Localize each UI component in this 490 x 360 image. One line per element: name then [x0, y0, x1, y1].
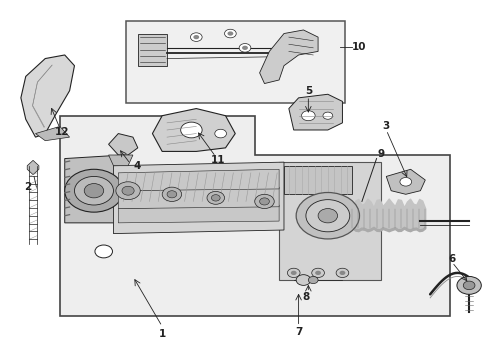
- Circle shape: [308, 276, 318, 284]
- Circle shape: [162, 187, 182, 202]
- Circle shape: [65, 169, 123, 212]
- Circle shape: [312, 268, 324, 278]
- Polygon shape: [118, 205, 279, 223]
- Text: 5: 5: [305, 86, 312, 96]
- Circle shape: [227, 31, 233, 36]
- Circle shape: [122, 186, 134, 195]
- Circle shape: [463, 281, 475, 290]
- Circle shape: [194, 35, 199, 39]
- Circle shape: [74, 176, 114, 205]
- Text: 12: 12: [55, 127, 70, 137]
- Text: 7: 7: [295, 327, 302, 337]
- Circle shape: [167, 191, 177, 198]
- Circle shape: [224, 29, 236, 38]
- Text: 2: 2: [24, 182, 32, 192]
- Circle shape: [318, 208, 338, 223]
- Text: 10: 10: [352, 42, 367, 53]
- Circle shape: [211, 195, 220, 201]
- Polygon shape: [109, 155, 133, 166]
- FancyBboxPatch shape: [125, 21, 345, 103]
- Circle shape: [315, 271, 321, 275]
- Circle shape: [296, 193, 360, 239]
- Circle shape: [215, 129, 226, 138]
- Circle shape: [207, 192, 224, 204]
- Text: 11: 11: [211, 156, 225, 165]
- Polygon shape: [152, 109, 235, 152]
- Text: 9: 9: [378, 149, 385, 159]
- Polygon shape: [60, 116, 450, 316]
- Circle shape: [84, 184, 104, 198]
- Polygon shape: [260, 30, 318, 84]
- Circle shape: [191, 33, 202, 41]
- Text: 6: 6: [448, 253, 456, 264]
- Polygon shape: [279, 162, 381, 280]
- Circle shape: [400, 177, 412, 186]
- Polygon shape: [118, 187, 279, 208]
- Circle shape: [116, 182, 140, 200]
- Circle shape: [296, 275, 311, 285]
- Circle shape: [340, 271, 345, 275]
- Polygon shape: [35, 126, 70, 141]
- Polygon shape: [289, 94, 343, 130]
- Text: 8: 8: [302, 292, 310, 302]
- Circle shape: [255, 194, 274, 208]
- Text: 3: 3: [383, 121, 390, 131]
- Polygon shape: [114, 162, 284, 234]
- Circle shape: [323, 112, 333, 119]
- Text: 4: 4: [133, 161, 141, 171]
- Polygon shape: [284, 166, 352, 194]
- Circle shape: [260, 198, 270, 205]
- Circle shape: [336, 268, 349, 278]
- Polygon shape: [27, 160, 39, 175]
- Polygon shape: [386, 169, 425, 194]
- Circle shape: [457, 276, 481, 294]
- Circle shape: [239, 44, 251, 52]
- Polygon shape: [118, 169, 279, 191]
- Polygon shape: [138, 33, 167, 66]
- Polygon shape: [65, 155, 123, 223]
- Circle shape: [306, 200, 350, 232]
- Circle shape: [242, 46, 248, 50]
- Polygon shape: [109, 134, 138, 155]
- Circle shape: [95, 245, 113, 258]
- Polygon shape: [21, 55, 74, 137]
- Circle shape: [291, 271, 296, 275]
- Circle shape: [301, 111, 315, 121]
- Text: 1: 1: [159, 329, 166, 339]
- Circle shape: [181, 122, 202, 138]
- Circle shape: [288, 268, 300, 278]
